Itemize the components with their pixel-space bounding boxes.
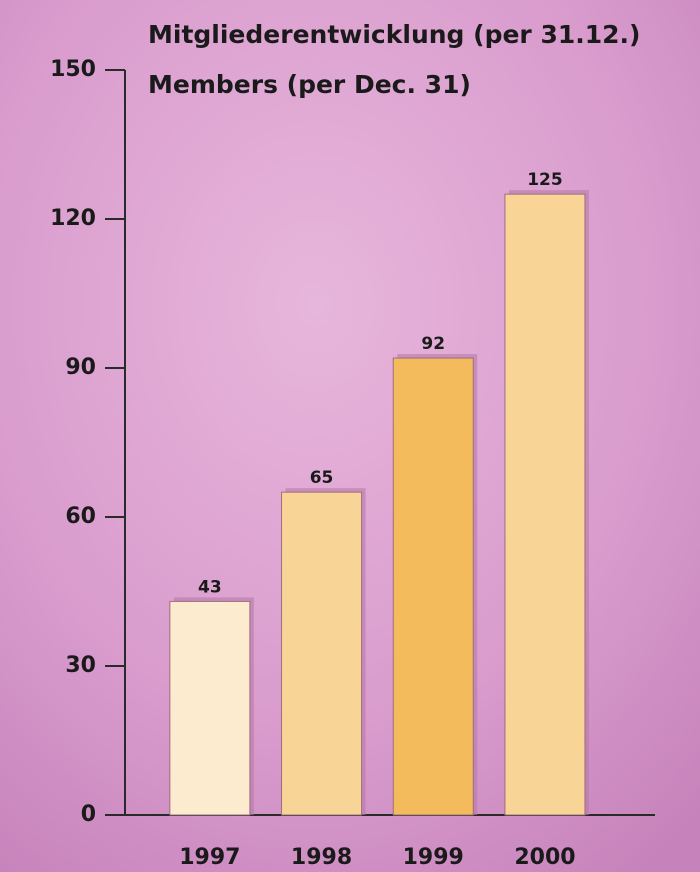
bar xyxy=(505,194,585,815)
y-tick-label: 60 xyxy=(65,504,96,529)
y-tick-label: 90 xyxy=(65,355,96,380)
x-tick-label: 1997 xyxy=(179,845,240,870)
y-tick-label: 150 xyxy=(50,57,96,82)
bar xyxy=(282,492,362,815)
x-tick-label: 1998 xyxy=(291,845,352,870)
chart-title: Mitgliederentwicklung (per 31.12.) xyxy=(148,20,640,49)
x-tick-label: 2000 xyxy=(514,845,575,870)
value-label: 43 xyxy=(198,577,222,597)
bar xyxy=(170,601,250,815)
y-tick-label: 120 xyxy=(50,206,96,231)
chart-subtitle: Members (per Dec. 31) xyxy=(148,70,471,99)
value-label: 65 xyxy=(310,468,334,488)
value-label: 125 xyxy=(527,170,563,190)
y-tick-label: 30 xyxy=(65,653,96,678)
chart: Mitgliederentwicklung (per 31.12.) Membe… xyxy=(0,0,700,872)
x-tick-label: 1999 xyxy=(403,845,464,870)
value-label: 92 xyxy=(421,334,445,354)
y-tick-label: 0 xyxy=(81,802,96,827)
bar xyxy=(393,358,473,815)
